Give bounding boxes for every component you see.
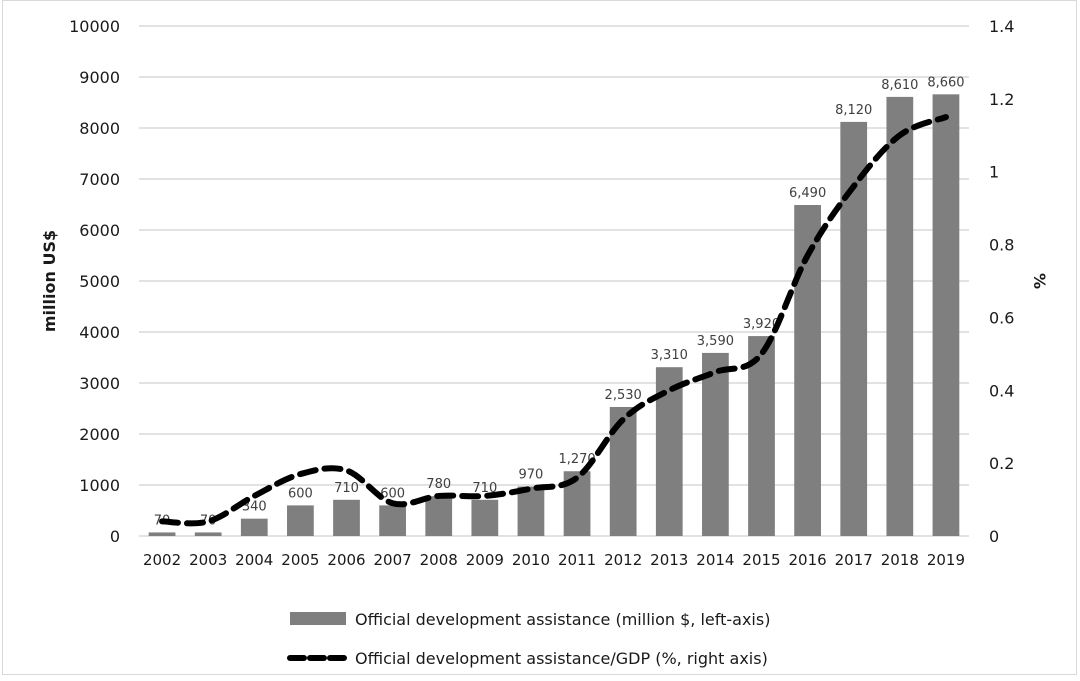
left-axis-tick-label: 10000 [69, 17, 120, 36]
bar [748, 336, 775, 536]
right-axis-tick-label: 0 [989, 527, 999, 546]
legend-item-bars[interactable]: Official development assistance (million… [290, 610, 770, 629]
x-axis-tick-label: 2009 [466, 551, 504, 569]
legend-item-line[interactable]: Official development assistance/GDP (%, … [287, 649, 768, 668]
left-axis-tick-label: 4000 [79, 323, 120, 342]
x-axis-tick-label: 2006 [327, 551, 365, 569]
x-axis-tick-label: 2015 [742, 551, 780, 569]
x-axis-tick-label: 2003 [189, 551, 227, 569]
x-axis-tick-label: 2002 [143, 551, 181, 569]
bar-data-label: 780 [426, 477, 451, 492]
x-axis-tick-label: 2014 [696, 551, 734, 569]
bar [425, 496, 453, 536]
right-axis-tick-label: 0.8 [989, 236, 1014, 255]
bar-data-label: 600 [288, 486, 313, 501]
bar [702, 352, 729, 536]
bar [194, 532, 222, 536]
right-axis-tick-label: 0.4 [989, 381, 1014, 400]
bar-data-label: 3,310 [651, 348, 688, 363]
right-axis-tick-label: 1.2 [989, 90, 1014, 109]
left-axis-tick-label: 9000 [79, 68, 120, 87]
combo-chart: 0100020003000400050006000700080009000100… [40, 17, 1049, 668]
x-axis-tick-label: 2011 [558, 551, 596, 569]
x-axis-tick-label: 2004 [235, 551, 273, 569]
right-axis-title: % [1030, 273, 1049, 289]
right-axis-tick-label: 1.4 [989, 17, 1014, 36]
x-axis-tick-label: 2012 [604, 551, 642, 569]
bar-data-label: 1,270 [558, 452, 595, 467]
bar-data-label: 3,590 [697, 334, 734, 349]
bar-series [148, 94, 960, 536]
right-axis-tick-label: 0.2 [989, 454, 1014, 473]
bar [471, 499, 499, 536]
bar-data-label: 600 [380, 486, 405, 501]
bar [886, 96, 914, 536]
legend-label-line: Official development assistance/GDP (%, … [355, 649, 768, 668]
legend-bar-swatch [290, 612, 346, 625]
bar-data-label: 710 [334, 481, 359, 496]
x-axis-tick-label: 2005 [281, 551, 319, 569]
x-axis-tick-label: 2007 [374, 551, 412, 569]
left-axis-tick-label: 5000 [79, 272, 120, 291]
left-axis-tick-label: 7000 [79, 170, 120, 189]
right-axis-tick-label: 1 [989, 163, 999, 182]
x-axis-ticks: 2002 2003 2004 2005 2006 2007 2008 2009 2010 2011… [143, 551, 965, 569]
left-axis-tick-label: 1000 [79, 476, 120, 495]
right-axis-ticks: 0 0.2 0.4 0.6 0.8 1 1.2 1.4 [989, 17, 1014, 546]
left-axis-tick-label: 8000 [79, 119, 120, 138]
left-axis-ticks: 0 1000 2000 3000 4000 5000 6000 7000 8000 9000 100… [69, 17, 120, 546]
ratio-line [159, 114, 949, 527]
x-axis-tick-label: 2018 [881, 551, 919, 569]
bar [240, 518, 268, 536]
bar [932, 94, 960, 536]
bar-data-label: 710 [472, 481, 497, 496]
left-axis-tick-label: 3000 [79, 374, 120, 393]
left-axis-tick-label: 0 [110, 527, 120, 546]
legend-label-bars: Official development assistance (million… [355, 610, 770, 629]
bar [333, 499, 360, 536]
x-axis-tick-label: 2017 [835, 551, 873, 569]
bar-data-label: 2,530 [605, 388, 642, 403]
left-axis-title: million US$ [40, 230, 59, 332]
bar-data-label: 6,490 [789, 186, 826, 201]
x-axis-tick-label: 2013 [650, 551, 688, 569]
x-axis-tick-label: 2019 [927, 551, 965, 569]
left-axis-tick-label: 6000 [79, 221, 120, 240]
left-axis-tick-label: 2000 [79, 425, 120, 444]
bar-data-label: 340 [242, 500, 267, 515]
bar-data-label: 3,920 [743, 317, 780, 332]
bar [379, 505, 406, 536]
bar [287, 505, 314, 536]
bar-data-label: 8,120 [835, 103, 872, 118]
legend: Official development assistance (million… [287, 610, 770, 668]
right-axis-tick-label: 0.6 [989, 308, 1014, 327]
x-axis-tick-label: 2010 [512, 551, 550, 569]
x-axis-tick-label: 2008 [420, 551, 458, 569]
bar [517, 486, 545, 536]
bar-data-label: 8,660 [927, 75, 964, 90]
x-axis-tick-label: 2016 [789, 551, 827, 569]
bar-data-label: 8,610 [881, 78, 918, 93]
bar [148, 532, 176, 536]
bar-data-label: 970 [519, 468, 544, 483]
